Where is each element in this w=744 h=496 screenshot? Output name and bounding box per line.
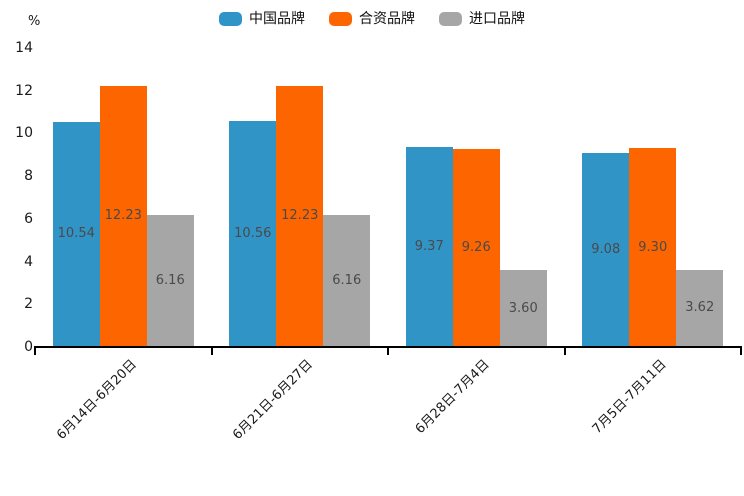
bar-value-label-joint-venture-brand-group1: 12.23 [281, 208, 319, 224]
y-axis-tick-label: 8 [24, 168, 33, 185]
x-axis-category-label: 7月5日-7月11日 [589, 357, 670, 437]
legend-swatch-china-brand [219, 12, 242, 26]
bar-value-label-china-brand-group1: 10.56 [234, 226, 272, 242]
legend: 中国品牌 合资品牌 进口品牌 [0, 9, 744, 29]
y-axis-tick-label: 0 [24, 339, 33, 355]
y-axis-tick-label: 12 [15, 82, 33, 99]
bar-value-label-import-brand-group3: 3.62 [685, 300, 715, 316]
bar-joint-venture-brand-group0 [99, 85, 147, 347]
x-axis-tick-mark [387, 347, 389, 355]
x-axis-tick-mark [34, 347, 36, 355]
legend-item-joint-venture-brand: 合资品牌 [329, 10, 415, 28]
bar-value-label-joint-venture-brand-group3: 9.30 [638, 239, 668, 255]
bar-value-label-china-brand-group3: 9.08 [591, 242, 621, 258]
bar-china-brand-group3 [582, 153, 630, 347]
bar-value-label-import-brand-group2: 3.60 [508, 300, 538, 316]
bar-value-label-joint-venture-brand-group2: 9.26 [461, 240, 491, 256]
bar-import-brand-group1 [323, 215, 371, 347]
legend-item-china-brand: 中国品牌 [219, 10, 305, 28]
x-axis-category-label: 6月14日-6月20日 [54, 357, 140, 443]
bar-joint-venture-brand-group3 [629, 148, 677, 347]
y-axis-tick-label: 6 [24, 210, 33, 227]
bar-value-label-china-brand-group0: 10.54 [57, 226, 95, 242]
legend-label-china-brand: 中国品牌 [249, 11, 305, 27]
bar-import-brand-group0 [146, 215, 194, 347]
bar-value-label-import-brand-group1: 6.16 [332, 273, 362, 289]
bar-joint-venture-brand-group2 [452, 149, 500, 347]
bar-import-brand-group3 [676, 269, 724, 347]
bar-value-label-import-brand-group0: 6.16 [155, 273, 185, 289]
y-axis-tick-label: 4 [24, 253, 33, 270]
x-axis-category-label: 6月21日-6月27日 [230, 357, 317, 443]
bar-joint-venture-brand-group1 [276, 85, 324, 347]
bar-value-label-china-brand-group2: 9.37 [414, 238, 444, 254]
legend-swatch-joint-venture-brand [329, 12, 352, 26]
x-axis-category-label: 6月28日-7月4日 [412, 357, 493, 437]
legend-swatch-import-brand [439, 12, 462, 26]
legend-label-joint-venture-brand: 合资品牌 [359, 11, 415, 27]
bar-value-label-joint-venture-brand-group0: 12.23 [104, 208, 142, 224]
x-axis-tick-mark [564, 347, 566, 355]
bar-china-brand-group2 [405, 146, 453, 347]
y-axis-tick-label: 10 [15, 125, 33, 142]
legend-label-import-brand: 进口品牌 [469, 11, 525, 27]
y-axis-unit-label: % [28, 14, 41, 29]
x-axis-tick-mark [740, 347, 742, 355]
legend-item-import-brand: 进口品牌 [439, 10, 525, 28]
y-axis-tick-label: 2 [24, 296, 33, 313]
bar-import-brand-group2 [499, 270, 547, 347]
y-axis-tick-label: 14 [15, 40, 33, 56]
bar-china-brand-group0 [52, 121, 100, 347]
bar-china-brand-group1 [229, 121, 277, 347]
x-axis-tick-mark [211, 347, 213, 355]
